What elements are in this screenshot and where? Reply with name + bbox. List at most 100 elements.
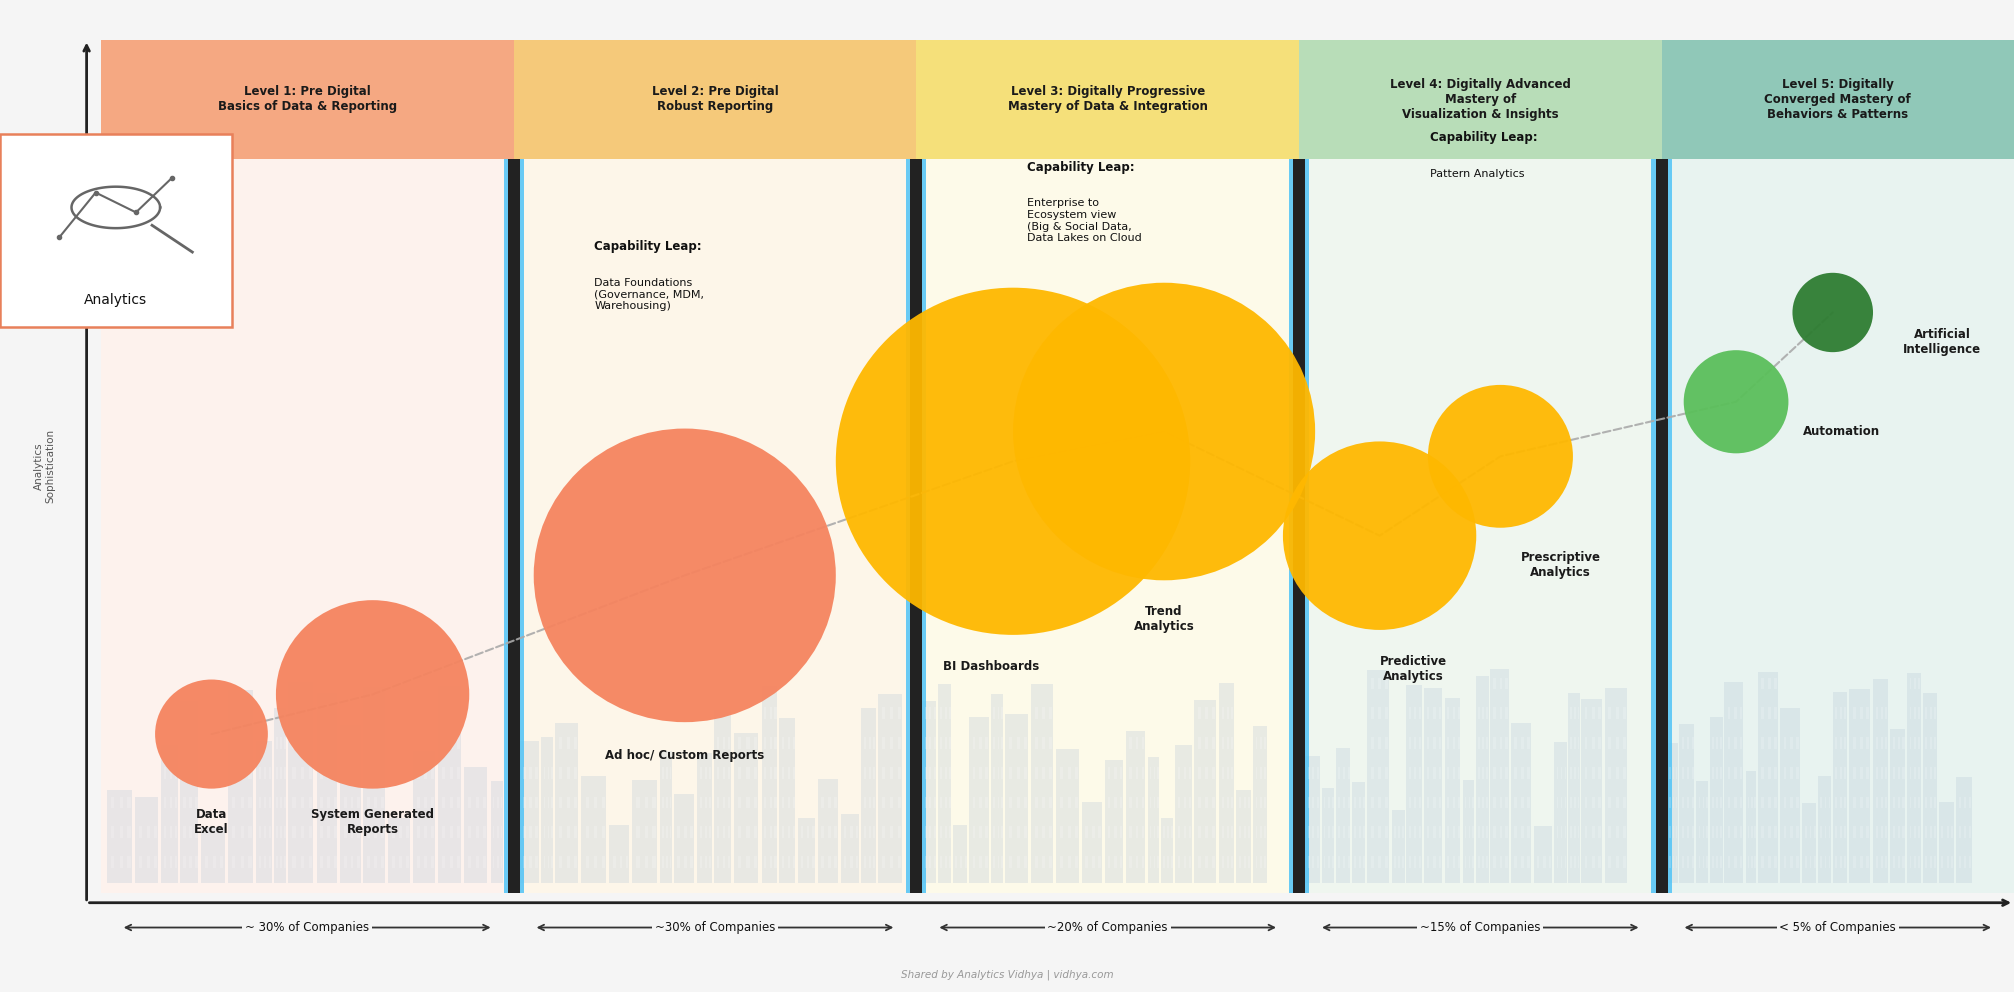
Bar: [878, 694, 902, 883]
Bar: [232, 826, 236, 838]
Bar: [1378, 678, 1382, 689]
Bar: [1378, 767, 1382, 779]
Bar: [213, 856, 215, 868]
Bar: [292, 856, 296, 868]
Bar: [1188, 767, 1190, 779]
Bar: [1710, 717, 1722, 883]
Bar: [1009, 767, 1011, 779]
Bar: [1438, 826, 1442, 838]
Bar: [491, 781, 504, 883]
Bar: [1853, 737, 1855, 749]
Bar: [1656, 159, 1668, 893]
Bar: [1790, 737, 1792, 749]
Bar: [258, 797, 262, 808]
Bar: [765, 707, 767, 719]
Bar: [677, 856, 681, 868]
Bar: [737, 797, 741, 808]
Bar: [747, 826, 749, 838]
Bar: [431, 767, 433, 779]
Bar: [1414, 826, 1416, 838]
Bar: [407, 856, 409, 868]
Bar: [1386, 707, 1388, 719]
Bar: [1527, 797, 1531, 808]
Bar: [1136, 737, 1138, 749]
Bar: [1688, 737, 1690, 749]
Text: < 5% of Companies: < 5% of Companies: [1780, 921, 1895, 934]
Bar: [350, 826, 352, 838]
Text: ~30% of Companies: ~30% of Companies: [655, 921, 775, 934]
Bar: [1885, 767, 1887, 779]
Bar: [677, 826, 681, 838]
Text: ~ 30% of Companies: ~ 30% of Companies: [246, 921, 369, 934]
Bar: [1662, 40, 2014, 893]
Bar: [1780, 707, 1801, 883]
Bar: [1859, 737, 1863, 749]
Bar: [973, 797, 975, 808]
Bar: [139, 856, 143, 868]
Bar: [344, 826, 346, 838]
Bar: [717, 826, 719, 838]
Bar: [1378, 826, 1382, 838]
Bar: [1335, 748, 1349, 883]
Bar: [1321, 789, 1333, 883]
Bar: [1386, 737, 1388, 749]
Bar: [1017, 826, 1019, 838]
Bar: [1452, 707, 1454, 719]
Bar: [1897, 737, 1899, 749]
Bar: [812, 826, 814, 838]
Bar: [363, 687, 385, 883]
Bar: [1692, 826, 1694, 838]
Bar: [775, 737, 777, 749]
Bar: [1434, 737, 1436, 749]
Bar: [1075, 856, 1077, 868]
Bar: [594, 856, 598, 868]
Bar: [1120, 797, 1122, 808]
Bar: [1881, 856, 1883, 868]
Bar: [1414, 856, 1416, 868]
Bar: [449, 767, 453, 779]
Bar: [1059, 797, 1063, 808]
Ellipse shape: [836, 288, 1190, 635]
Bar: [1212, 707, 1214, 719]
Bar: [1438, 797, 1442, 808]
Bar: [1537, 856, 1539, 868]
Bar: [1067, 826, 1071, 838]
Bar: [350, 797, 352, 808]
Bar: [1784, 797, 1786, 808]
Bar: [334, 797, 336, 808]
Bar: [1897, 856, 1899, 868]
Bar: [258, 826, 262, 838]
Bar: [822, 826, 824, 838]
Bar: [334, 826, 336, 838]
Bar: [1092, 856, 1096, 868]
Bar: [828, 856, 832, 868]
Bar: [375, 797, 377, 808]
Bar: [1049, 737, 1051, 749]
Bar: [1130, 767, 1132, 779]
Bar: [350, 737, 352, 749]
Bar: [574, 826, 578, 838]
Bar: [1760, 767, 1764, 779]
Bar: [530, 797, 532, 808]
Bar: [1204, 856, 1208, 868]
Bar: [326, 856, 330, 868]
Bar: [602, 856, 604, 868]
Bar: [653, 797, 657, 808]
Bar: [1023, 826, 1027, 838]
Bar: [560, 797, 562, 808]
Bar: [1728, 856, 1730, 868]
Bar: [890, 737, 894, 749]
Bar: [1253, 726, 1267, 883]
Bar: [320, 826, 322, 838]
Bar: [1948, 826, 1950, 838]
Bar: [1623, 767, 1625, 779]
Bar: [1881, 707, 1883, 719]
Bar: [308, 737, 312, 749]
Bar: [270, 856, 272, 868]
Bar: [1035, 737, 1037, 749]
Bar: [169, 826, 171, 838]
Bar: [399, 856, 403, 868]
Bar: [1591, 767, 1595, 779]
Bar: [1188, 826, 1190, 838]
Bar: [367, 737, 371, 749]
